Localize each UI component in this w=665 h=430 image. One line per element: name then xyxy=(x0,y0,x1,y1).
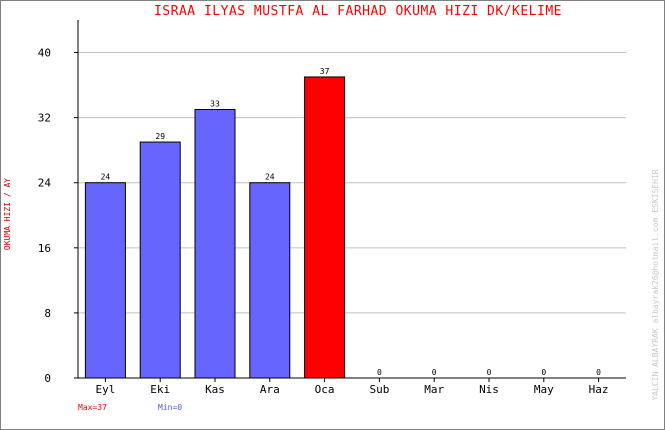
value-label-eyl: 24 xyxy=(101,173,111,182)
y-axis-label: OKUMA HIZI / AY xyxy=(3,178,12,250)
y-tick-label: 24 xyxy=(38,177,52,190)
bar-eyl xyxy=(84,182,126,379)
bar-kas xyxy=(194,109,236,379)
value-label-ara: 24 xyxy=(265,173,275,182)
axes: 0 8 16 24 32 40 Eyl Eki Kas Ara Oca Sub Mar Nis May Haz xyxy=(38,20,626,396)
x-tick-label-sub: Sub xyxy=(369,383,389,396)
bars xyxy=(84,76,346,379)
bar-oca xyxy=(304,76,346,379)
x-tick-label-may: May xyxy=(534,383,554,396)
chart-title: ISRAA ILYAS MUSTFA AL FARHAD OKUMA HIZI … xyxy=(154,4,562,19)
y-tick-label: 16 xyxy=(38,242,51,255)
y-tick-label: 0 xyxy=(44,372,51,385)
x-tick-label-eyl: Eyl xyxy=(95,383,115,396)
bar-ara xyxy=(249,182,291,379)
value-label-kas: 33 xyxy=(210,100,220,109)
value-label-sub: 0 xyxy=(377,368,382,377)
x-tick-label-oca: Oca xyxy=(315,383,335,396)
value-label-mar: 0 xyxy=(432,368,437,377)
x-tick-label-mar: Mar xyxy=(424,383,444,396)
credit-text: YALCIN ALBAYRAK albayrak26@hotmail.com E… xyxy=(651,169,660,400)
value-label-oca: 37 xyxy=(320,67,330,76)
y-tick-label: 32 xyxy=(38,112,51,125)
x-tick-label-eki: Eki xyxy=(150,383,170,396)
x-tick-label-nis: Nis xyxy=(479,383,499,396)
value-label-haz: 0 xyxy=(596,368,601,377)
value-label-eki: 29 xyxy=(155,132,165,141)
bar-eki xyxy=(139,141,181,379)
x-tick-label-kas: Kas xyxy=(205,383,225,396)
y-tick-label: 8 xyxy=(44,307,51,320)
value-label-may: 0 xyxy=(541,368,546,377)
x-tick-label-haz: Haz xyxy=(589,383,609,396)
x-tick-label-ara: Ara xyxy=(260,383,280,396)
data-labels: 24 29 33 24 37 0 0 0 0 0 xyxy=(101,67,602,377)
max-stat-label: Max=37 xyxy=(78,403,107,412)
value-label-nis: 0 xyxy=(487,368,492,377)
min-stat-label: Min=0 xyxy=(158,403,182,412)
y-tick-label: 40 xyxy=(38,47,51,60)
